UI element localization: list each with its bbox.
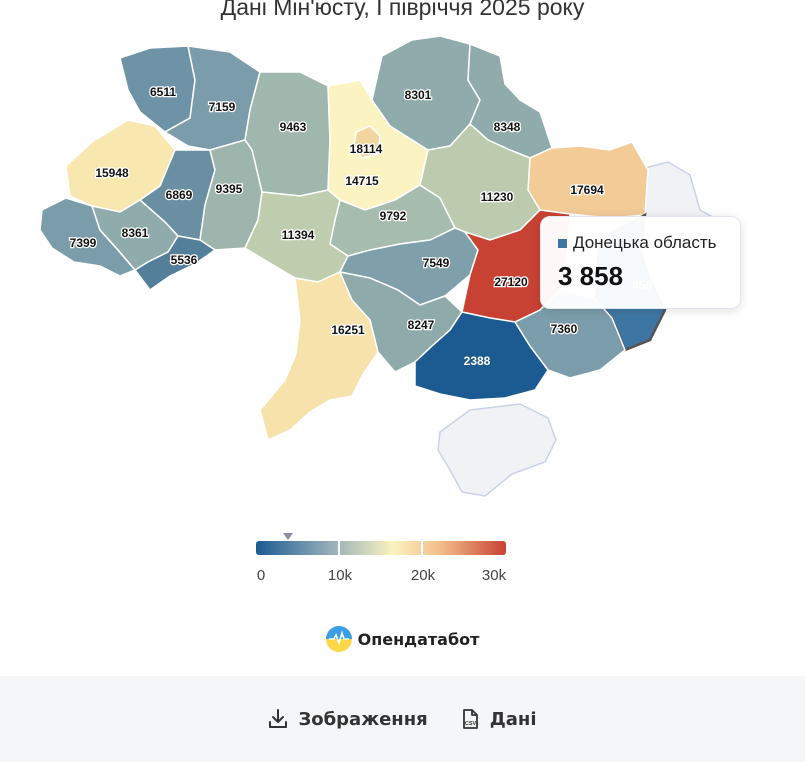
region-value-ivano-frankivska: 8361 bbox=[122, 226, 149, 240]
region-value-rivnenska: 7159 bbox=[209, 100, 236, 114]
download-icon bbox=[269, 709, 288, 728]
opendatabot-logo-icon bbox=[325, 626, 352, 652]
download-image-label: Зображення bbox=[298, 708, 428, 730]
region-value-zhytomyrska: 9463 bbox=[280, 120, 307, 134]
region-value-dnipropetrovska: 27120 bbox=[494, 275, 528, 289]
legend-tick bbox=[338, 541, 340, 555]
legend-tick bbox=[421, 541, 423, 555]
chart-title: Дані Мін'юсту, І півріччя 2025 року bbox=[220, 0, 585, 20]
color-legend: 0 10k 20k 30k bbox=[256, 532, 506, 592]
region-value-zakarpatska: 7399 bbox=[70, 236, 97, 250]
tooltip-value: 3 858 bbox=[558, 261, 624, 291]
download-image-button[interactable]: Зображення bbox=[268, 708, 428, 730]
csv-file-icon: CSV bbox=[462, 709, 478, 729]
region-value-poltavska: 11230 bbox=[481, 190, 514, 204]
region-value-cherkaska: 9792 bbox=[380, 209, 407, 223]
region-value-mykolaivska: 8247 bbox=[408, 318, 435, 332]
region-value-odeska: 16251 bbox=[331, 323, 365, 337]
region-tooltip: Донецька область 3 858 bbox=[540, 216, 741, 309]
brand-name: Опендатабот bbox=[357, 629, 480, 649]
region-vinnytska[interactable] bbox=[244, 189, 349, 283]
region-value-lvivska: 15948 bbox=[95, 166, 129, 180]
region-value-chernivetska: 5536 bbox=[171, 253, 198, 267]
legend-marker bbox=[283, 533, 294, 540]
legend-label: 0 bbox=[256, 567, 266, 584]
region-value-kirovohradska: 7549 bbox=[423, 256, 450, 270]
region-kyiv[interactable] bbox=[353, 125, 381, 159]
region-value-khmelnytska: 9395 bbox=[216, 182, 243, 196]
tooltip-swatch bbox=[558, 238, 567, 248]
tooltip-region-name: Донецька область bbox=[573, 233, 717, 252]
region-value-khersonska: 2388 bbox=[464, 354, 491, 368]
region-value-volynska: 6511 bbox=[150, 85, 176, 99]
region-kharkivska[interactable] bbox=[527, 141, 649, 219]
svg-text:CSV: CSV bbox=[465, 721, 477, 727]
region-value-vinnytska: 11394 bbox=[282, 228, 315, 242]
download-data-label: Дані bbox=[489, 708, 537, 730]
region-value-kyivska: 18114 bbox=[350, 142, 383, 156]
legend-label: 30k bbox=[481, 567, 507, 584]
legend-gradient-bar bbox=[256, 541, 506, 555]
region-value-kyiv: 14715 bbox=[345, 174, 379, 188]
region-value-zaporizka: 7360 bbox=[551, 322, 578, 336]
region-zakarpatska[interactable] bbox=[39, 197, 137, 277]
legend-label: 10k bbox=[327, 567, 353, 584]
region-krym[interactable] bbox=[437, 403, 557, 497]
region-value-sumska: 8348 bbox=[494, 120, 521, 134]
region-value-chernihivska: 8301 bbox=[405, 88, 432, 102]
footer-bar: Зображення CSV Дані bbox=[0, 676, 805, 762]
region-value-ternopilska: 6869 bbox=[166, 188, 193, 202]
region-chernivetska[interactable] bbox=[133, 235, 217, 292]
region-value-kharkivska: 17694 bbox=[570, 183, 604, 197]
brand[interactable]: Опендатабот bbox=[0, 626, 805, 652]
download-data-button[interactable]: CSV Дані bbox=[460, 708, 537, 730]
legend-label: 20k bbox=[410, 567, 436, 584]
